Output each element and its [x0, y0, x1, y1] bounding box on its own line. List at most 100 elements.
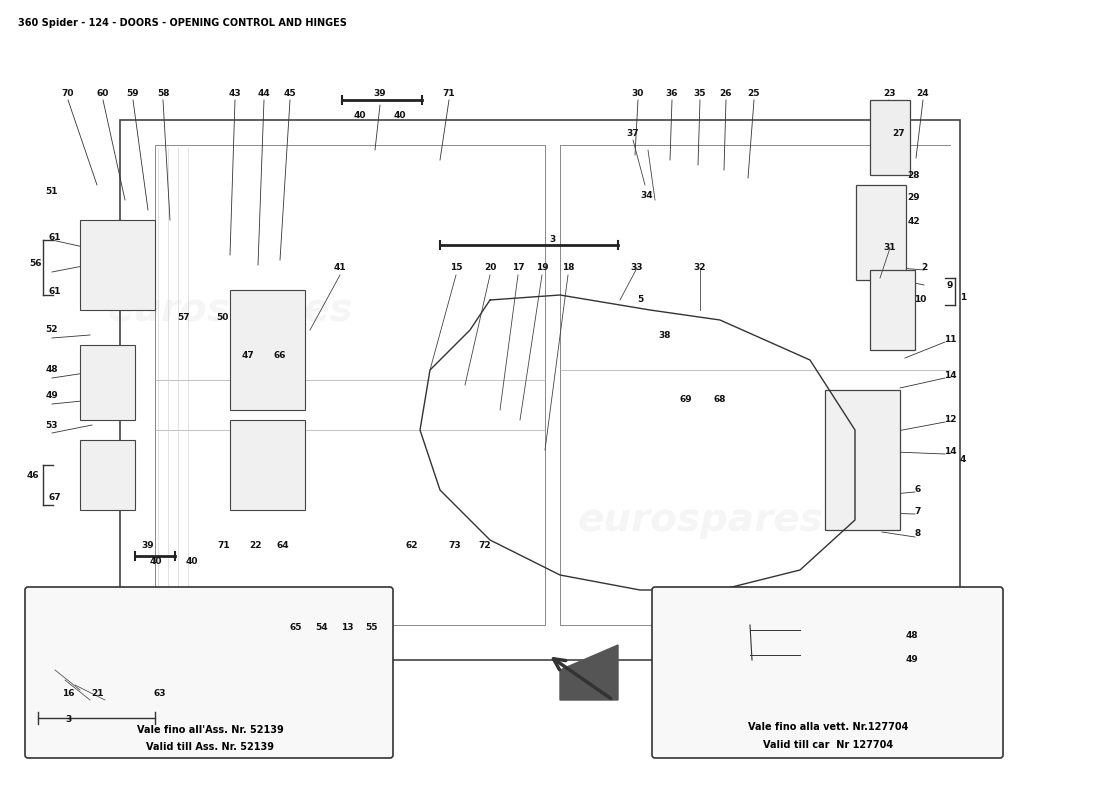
Text: 26: 26	[719, 89, 733, 98]
FancyBboxPatch shape	[25, 587, 393, 758]
Bar	[825, 390, 900, 530]
Text: 25: 25	[748, 89, 760, 98]
Text: 360 Spider - 124 - DOORS - OPENING CONTROL AND HINGES: 360 Spider - 124 - DOORS - OPENING CONTR…	[18, 18, 346, 28]
Text: 13: 13	[341, 623, 353, 633]
Text: eurospares: eurospares	[107, 291, 353, 329]
Text: Valid till car  Nr 127704: Valid till car Nr 127704	[763, 740, 893, 750]
Text: 4: 4	[960, 455, 966, 465]
Text: 32: 32	[694, 263, 706, 273]
Text: 9: 9	[947, 281, 954, 290]
Bar	[870, 270, 915, 350]
Bar	[856, 185, 906, 280]
Text: 56: 56	[29, 259, 42, 269]
Text: 11: 11	[944, 335, 956, 345]
Text: 40: 40	[186, 558, 198, 566]
Bar	[80, 440, 135, 510]
FancyBboxPatch shape	[652, 587, 1003, 758]
Text: 67: 67	[48, 494, 62, 502]
Text: 72: 72	[478, 541, 492, 550]
Text: 3: 3	[65, 715, 72, 725]
Text: 35: 35	[694, 89, 706, 98]
Text: 6: 6	[915, 486, 921, 494]
Text: 53: 53	[46, 421, 58, 430]
Text: 31: 31	[883, 243, 896, 253]
Text: 42: 42	[908, 218, 921, 226]
Text: 49: 49	[905, 655, 918, 665]
Text: 41: 41	[333, 263, 346, 273]
Text: 10: 10	[914, 295, 926, 305]
Bar	[230, 420, 305, 510]
Polygon shape	[560, 645, 618, 700]
Text: 49: 49	[45, 391, 58, 401]
Text: 43: 43	[229, 89, 241, 98]
Text: 16: 16	[62, 690, 75, 698]
Text: 73: 73	[449, 541, 461, 550]
Text: 63: 63	[154, 690, 166, 698]
Text: 61: 61	[48, 233, 62, 242]
Text: 58: 58	[156, 89, 169, 98]
Text: 36: 36	[666, 89, 679, 98]
Text: 12: 12	[944, 415, 956, 425]
Bar	[230, 290, 305, 410]
Text: Vale fino alla vett. Nr.127704: Vale fino alla vett. Nr.127704	[748, 722, 909, 732]
Text: 14: 14	[944, 370, 956, 379]
Text: 45: 45	[284, 89, 296, 98]
Text: Vale fino all'Ass. Nr. 52139: Vale fino all'Ass. Nr. 52139	[136, 725, 284, 735]
Text: 22: 22	[250, 541, 262, 550]
Text: 28: 28	[908, 170, 921, 179]
Text: 70: 70	[62, 89, 75, 98]
Text: 19: 19	[536, 263, 548, 273]
Text: 24: 24	[916, 89, 930, 98]
Text: 61: 61	[48, 286, 62, 295]
Text: 48: 48	[46, 366, 58, 374]
Text: 33: 33	[630, 263, 644, 273]
Text: 60: 60	[97, 89, 109, 98]
Text: 46: 46	[26, 471, 40, 481]
Text: 15: 15	[450, 263, 462, 273]
Text: 64: 64	[277, 541, 289, 550]
Text: 69: 69	[680, 395, 692, 405]
Text: 8: 8	[915, 530, 921, 538]
Text: 57: 57	[178, 314, 190, 322]
Text: 40: 40	[394, 110, 406, 119]
Bar	[155, 145, 544, 625]
Text: 7: 7	[915, 507, 921, 517]
Text: Valid till Ass. Nr. 52139: Valid till Ass. Nr. 52139	[146, 742, 274, 752]
Text: 68: 68	[714, 395, 726, 405]
Text: 34: 34	[640, 190, 653, 199]
Text: 38: 38	[659, 330, 671, 339]
Bar	[870, 100, 910, 175]
Text: 54: 54	[316, 623, 328, 633]
Text: 1: 1	[960, 294, 966, 302]
Text: 66: 66	[274, 351, 286, 361]
Text: 2: 2	[921, 263, 927, 273]
Bar	[80, 345, 135, 420]
Bar	[80, 220, 155, 310]
Text: eurospares: eurospares	[103, 606, 296, 634]
Text: 23: 23	[882, 89, 895, 98]
Text: 51: 51	[46, 187, 58, 197]
Text: 48: 48	[905, 631, 918, 641]
Text: 27: 27	[893, 129, 905, 138]
Text: 5: 5	[637, 295, 644, 305]
Text: 65: 65	[289, 623, 302, 633]
Text: 21: 21	[90, 690, 103, 698]
Text: 20: 20	[484, 263, 496, 273]
Text: 55: 55	[365, 623, 378, 633]
Text: 59: 59	[126, 89, 140, 98]
Bar	[120, 120, 960, 660]
Text: 71: 71	[218, 541, 230, 550]
Text: 17: 17	[512, 263, 525, 273]
Text: 3: 3	[550, 235, 557, 245]
Text: 47: 47	[242, 351, 254, 361]
Text: eurospares: eurospares	[578, 501, 823, 539]
Text: 40: 40	[354, 110, 366, 119]
Text: 71: 71	[442, 89, 455, 98]
Text: 44: 44	[257, 89, 271, 98]
Text: 29: 29	[908, 194, 921, 202]
Text: 39: 39	[142, 541, 154, 550]
Text: 14: 14	[944, 447, 956, 457]
Text: 40: 40	[150, 558, 163, 566]
Text: 52: 52	[46, 326, 58, 334]
Text: 30: 30	[631, 89, 645, 98]
